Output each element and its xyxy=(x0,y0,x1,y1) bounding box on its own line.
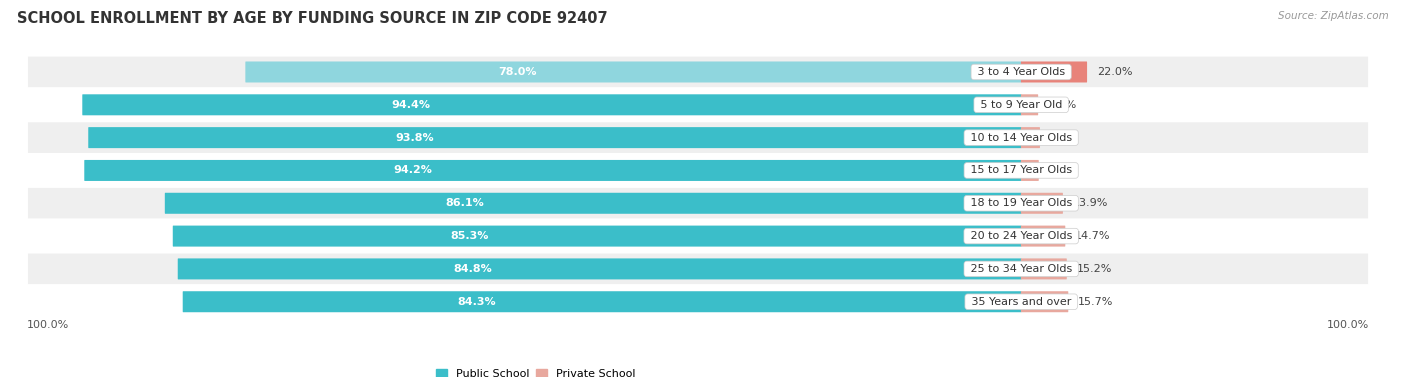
FancyBboxPatch shape xyxy=(27,55,1369,88)
Text: 15.2%: 15.2% xyxy=(1077,264,1112,274)
Text: 93.8%: 93.8% xyxy=(395,133,434,143)
FancyBboxPatch shape xyxy=(27,187,1369,220)
FancyBboxPatch shape xyxy=(1021,291,1069,312)
Text: 84.8%: 84.8% xyxy=(454,264,492,274)
FancyBboxPatch shape xyxy=(1021,127,1040,148)
FancyBboxPatch shape xyxy=(183,291,1021,312)
Text: 78.0%: 78.0% xyxy=(498,67,536,77)
Text: 13.9%: 13.9% xyxy=(1073,198,1108,208)
FancyBboxPatch shape xyxy=(1021,258,1067,279)
FancyBboxPatch shape xyxy=(1021,225,1066,247)
Text: 100.0%: 100.0% xyxy=(1327,320,1369,330)
Text: 84.3%: 84.3% xyxy=(457,297,496,307)
FancyBboxPatch shape xyxy=(173,225,1021,247)
Text: 15.7%: 15.7% xyxy=(1078,297,1114,307)
FancyBboxPatch shape xyxy=(165,193,1021,214)
Text: 86.1%: 86.1% xyxy=(446,198,484,208)
Text: 15 to 17 Year Olds: 15 to 17 Year Olds xyxy=(967,166,1076,175)
FancyBboxPatch shape xyxy=(27,220,1369,253)
FancyBboxPatch shape xyxy=(27,253,1369,285)
Legend: Public School, Private School: Public School, Private School xyxy=(432,365,640,377)
FancyBboxPatch shape xyxy=(1021,94,1038,115)
Text: 14.7%: 14.7% xyxy=(1076,231,1111,241)
Text: 22.0%: 22.0% xyxy=(1097,67,1132,77)
Text: 25 to 34 Year Olds: 25 to 34 Year Olds xyxy=(967,264,1076,274)
FancyBboxPatch shape xyxy=(27,121,1369,154)
Text: 100.0%: 100.0% xyxy=(27,320,69,330)
Text: 94.4%: 94.4% xyxy=(392,100,430,110)
Text: 3 to 4 Year Olds: 3 to 4 Year Olds xyxy=(974,67,1069,77)
Text: 5.8%: 5.8% xyxy=(1049,166,1077,175)
FancyBboxPatch shape xyxy=(1021,193,1063,214)
Text: 5 to 9 Year Old: 5 to 9 Year Old xyxy=(977,100,1066,110)
FancyBboxPatch shape xyxy=(246,61,1021,83)
FancyBboxPatch shape xyxy=(27,88,1369,121)
FancyBboxPatch shape xyxy=(177,258,1021,279)
Text: Source: ZipAtlas.com: Source: ZipAtlas.com xyxy=(1278,11,1389,21)
Text: 35 Years and over: 35 Years and over xyxy=(967,297,1074,307)
FancyBboxPatch shape xyxy=(89,127,1021,148)
FancyBboxPatch shape xyxy=(27,154,1369,187)
FancyBboxPatch shape xyxy=(1021,160,1039,181)
Text: 10 to 14 Year Olds: 10 to 14 Year Olds xyxy=(967,133,1076,143)
Text: 18 to 19 Year Olds: 18 to 19 Year Olds xyxy=(967,198,1076,208)
Text: 20 to 24 Year Olds: 20 to 24 Year Olds xyxy=(967,231,1076,241)
FancyBboxPatch shape xyxy=(83,94,1021,115)
FancyBboxPatch shape xyxy=(84,160,1021,181)
Text: 5.6%: 5.6% xyxy=(1047,100,1076,110)
FancyBboxPatch shape xyxy=(1021,61,1087,83)
Text: 94.2%: 94.2% xyxy=(392,166,432,175)
Text: 85.3%: 85.3% xyxy=(451,231,489,241)
FancyBboxPatch shape xyxy=(27,285,1369,318)
Text: SCHOOL ENROLLMENT BY AGE BY FUNDING SOURCE IN ZIP CODE 92407: SCHOOL ENROLLMENT BY AGE BY FUNDING SOUR… xyxy=(17,11,607,26)
Text: 6.2%: 6.2% xyxy=(1050,133,1078,143)
